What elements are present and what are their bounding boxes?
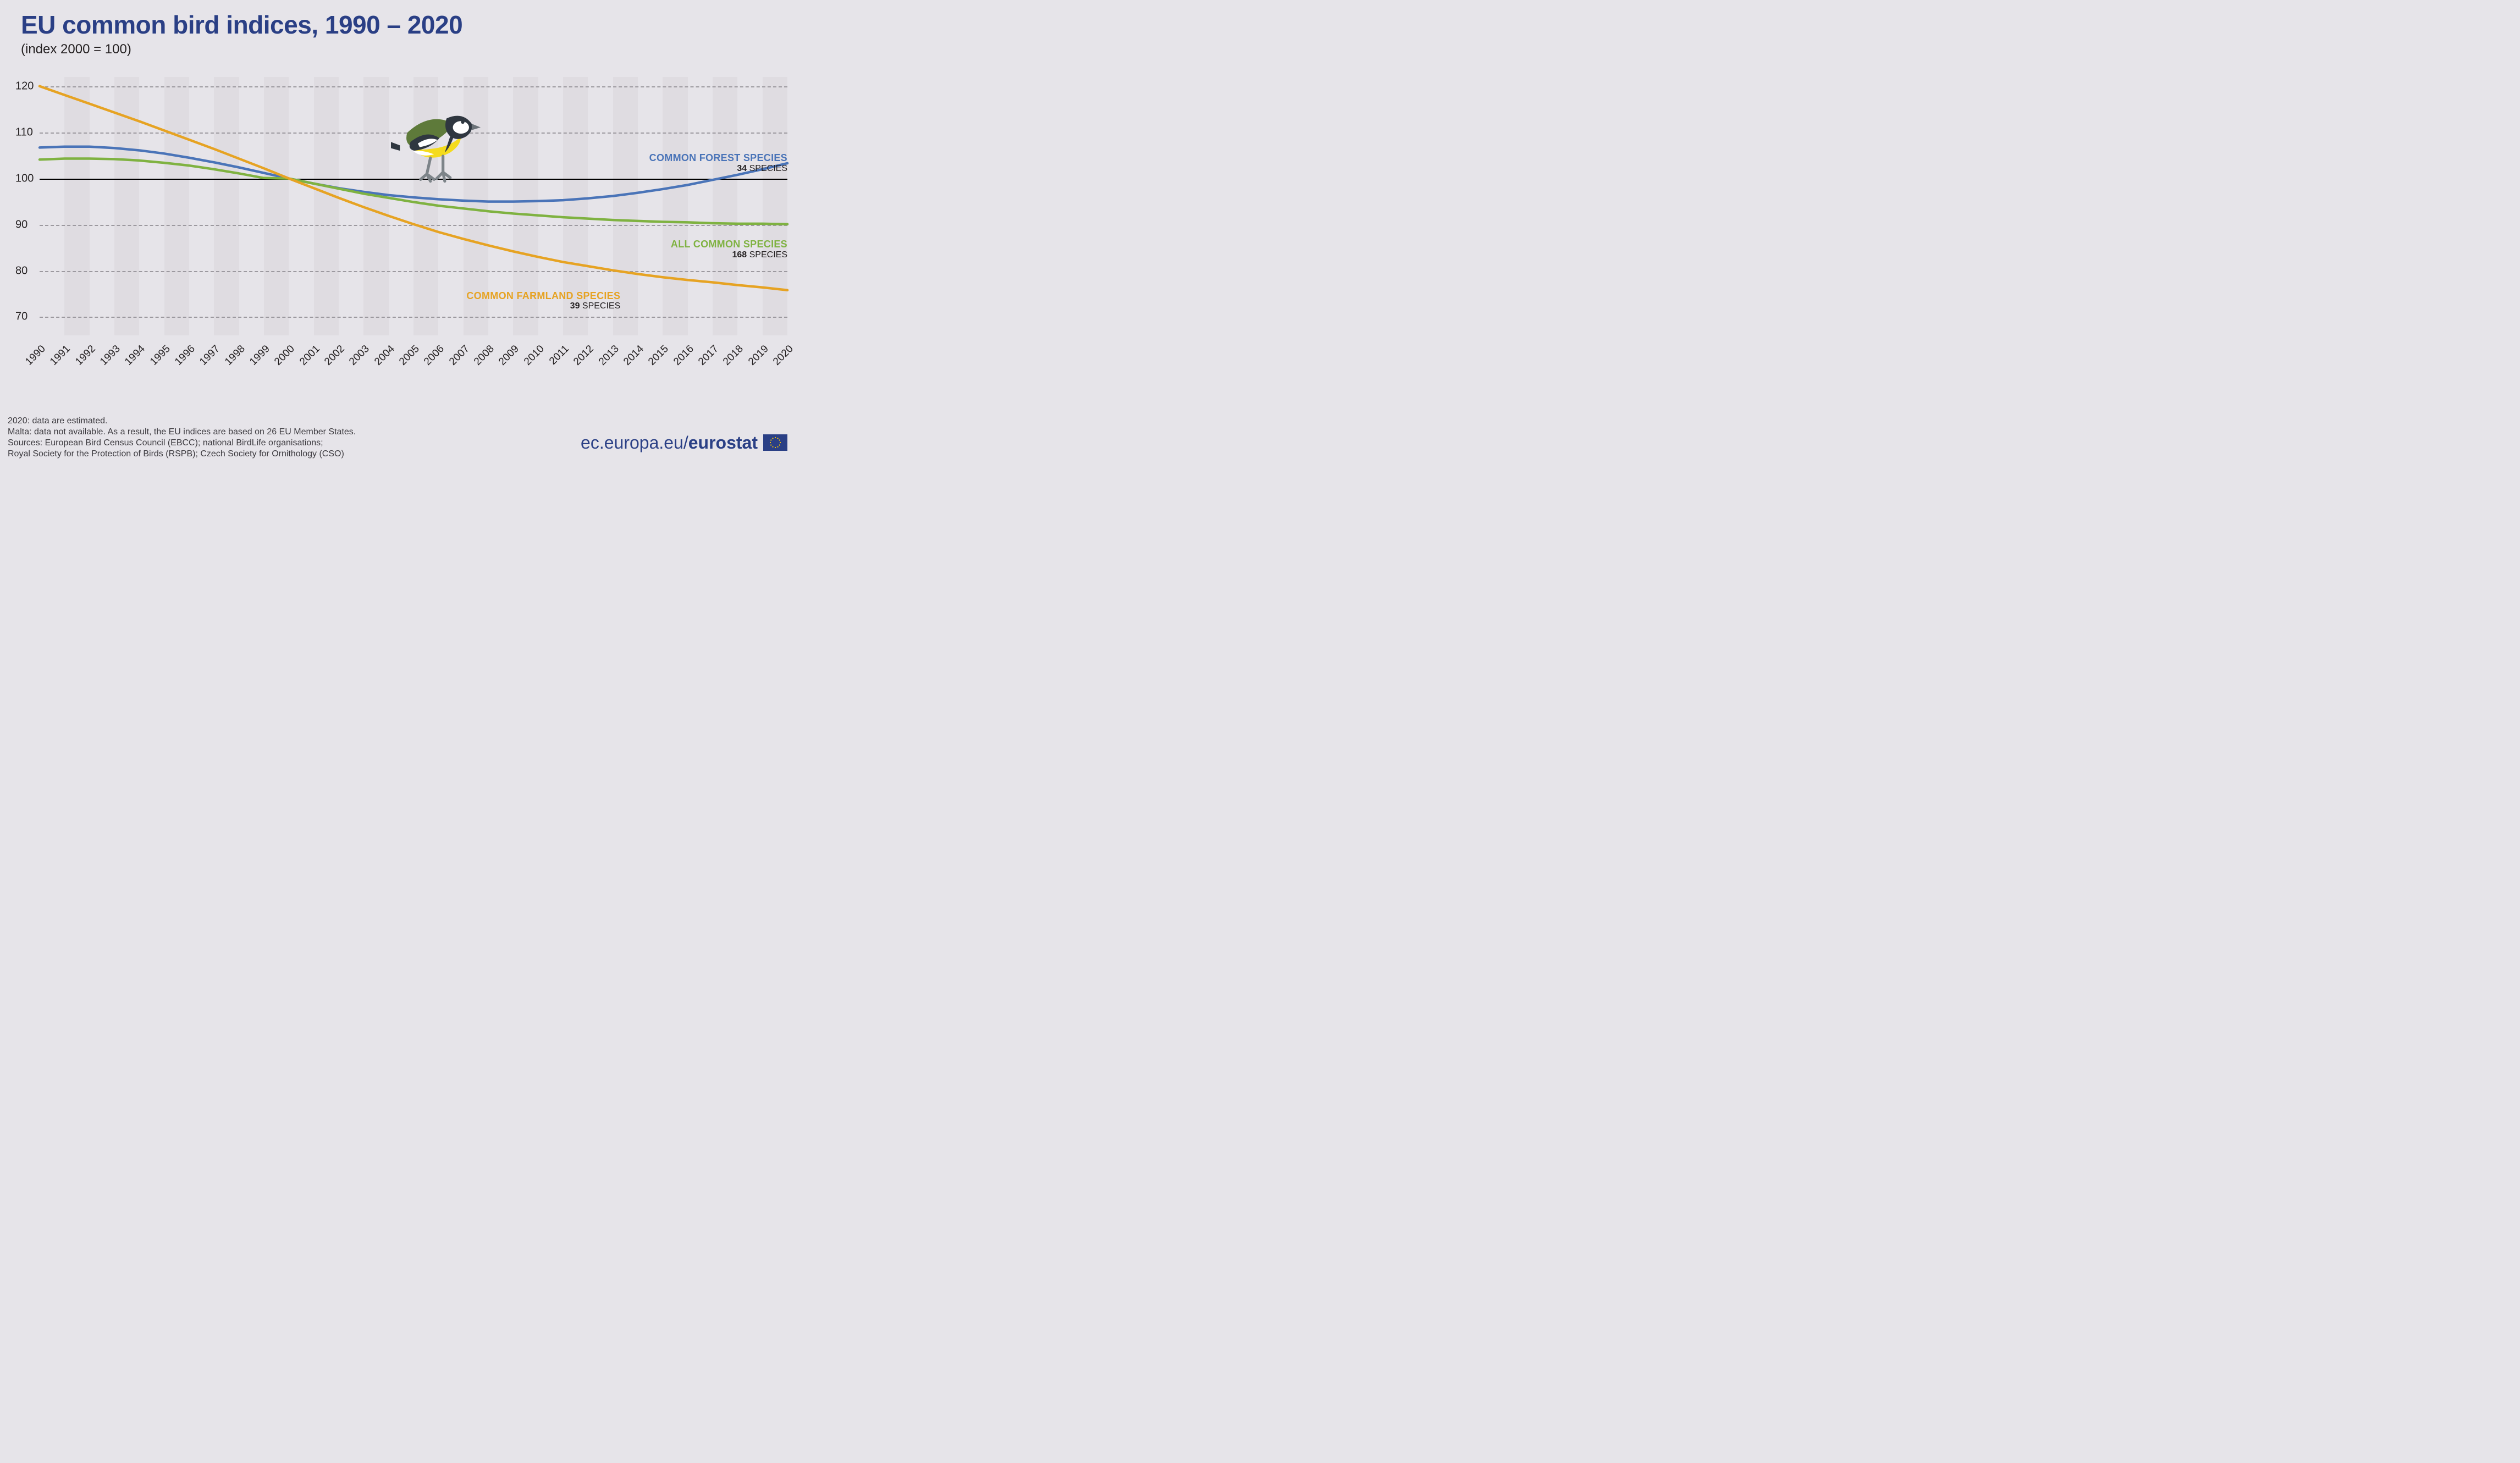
footer-line: Royal Society for the Protection of Bird… <box>8 449 356 460</box>
series-name: ALL COMMON SPECIES <box>671 239 787 250</box>
page: EU common bird indices, 1990 – 2020 (ind… <box>0 0 803 466</box>
footer-line: 2020: data are estimated. <box>8 416 356 427</box>
series-label-all: ALL COMMON SPECIES168 SPECIES <box>671 239 787 260</box>
x-tick-label: 2012 <box>571 343 596 368</box>
series-name: COMMON FARMLAND SPECIES <box>466 291 620 302</box>
x-tick-label: 2011 <box>547 343 571 367</box>
x-tick-label: 2001 <box>297 343 322 368</box>
brand: ec.europa.eu/eurostat <box>581 432 787 453</box>
y-tick-label: 70 <box>15 311 27 323</box>
footer-notes: 2020: data are estimated.Malta: data not… <box>8 416 356 460</box>
x-tick-label: 2002 <box>322 343 347 368</box>
plot-area: COMMON FOREST SPECIES34 SPECIES ALL COMMO… <box>40 77 787 335</box>
chart-title: EU common bird indices, 1990 – 2020 <box>21 10 462 40</box>
x-tick-label: 1992 <box>73 343 98 368</box>
eu-flag-icon <box>763 434 787 451</box>
chart-subtitle: (index 2000 = 100) <box>21 42 131 57</box>
series-count: 39 SPECIES <box>466 301 620 311</box>
x-tick-label: 2018 <box>721 343 746 368</box>
x-tick-label: 1997 <box>197 343 222 368</box>
bird-icon <box>391 102 481 185</box>
x-tick-label: 2017 <box>696 343 721 368</box>
brand-name: eurostat <box>688 433 758 452</box>
x-tick-label: 2003 <box>347 343 372 368</box>
x-tick-label: 2005 <box>397 343 422 368</box>
series-name: COMMON FOREST SPECIES <box>649 153 787 164</box>
y-tick-label: 100 <box>15 172 34 185</box>
x-tick-label: 1999 <box>247 343 272 368</box>
x-tick-label: 1995 <box>148 343 173 368</box>
x-tick-label: 2004 <box>372 343 397 368</box>
x-axis-labels: 1990199119921993199419951996199719981999… <box>40 340 787 378</box>
x-tick-label: 1996 <box>173 343 197 368</box>
x-tick-label: 1998 <box>223 343 247 368</box>
chart-container: COMMON FOREST SPECIES34 SPECIES ALL COMMO… <box>5 77 797 385</box>
x-tick-label: 2006 <box>422 343 446 368</box>
x-tick-label: 2013 <box>597 343 621 368</box>
brand-prefix: ec.europa.eu/ <box>581 433 688 452</box>
x-tick-label: 2010 <box>522 343 547 368</box>
x-tick-label: 2015 <box>646 343 671 368</box>
y-tick-label: 90 <box>15 218 27 231</box>
y-tick-label: 80 <box>15 264 27 277</box>
x-tick-label: 2009 <box>497 343 521 368</box>
x-tick-label: 2007 <box>447 343 472 368</box>
y-tick-label: 120 <box>15 80 34 92</box>
footer-line: Sources: European Bird Census Council (E… <box>8 438 356 449</box>
x-tick-label: 1993 <box>98 343 123 368</box>
x-tick-label: 2016 <box>671 343 696 368</box>
x-tick-label: 2014 <box>621 343 646 368</box>
x-tick-label: 2008 <box>472 343 497 368</box>
brand-text: ec.europa.eu/eurostat <box>581 433 758 453</box>
x-tick-label: 2020 <box>771 343 796 368</box>
series-label-forest: COMMON FOREST SPECIES34 SPECIES <box>649 153 787 173</box>
y-tick-label: 110 <box>15 126 33 139</box>
x-tick-label: 1994 <box>123 343 147 368</box>
series-count: 34 SPECIES <box>649 164 787 174</box>
footer-line: Malta: data not available. As a result, … <box>8 427 356 438</box>
x-tick-label: 1991 <box>48 343 73 368</box>
series-count: 168 SPECIES <box>671 250 787 260</box>
x-tick-label: 1990 <box>23 343 48 368</box>
x-tick-label: 2019 <box>746 343 771 368</box>
x-tick-label: 2000 <box>272 343 297 368</box>
series-label-farmland: COMMON FARMLAND SPECIES39 SPECIES <box>466 291 620 311</box>
